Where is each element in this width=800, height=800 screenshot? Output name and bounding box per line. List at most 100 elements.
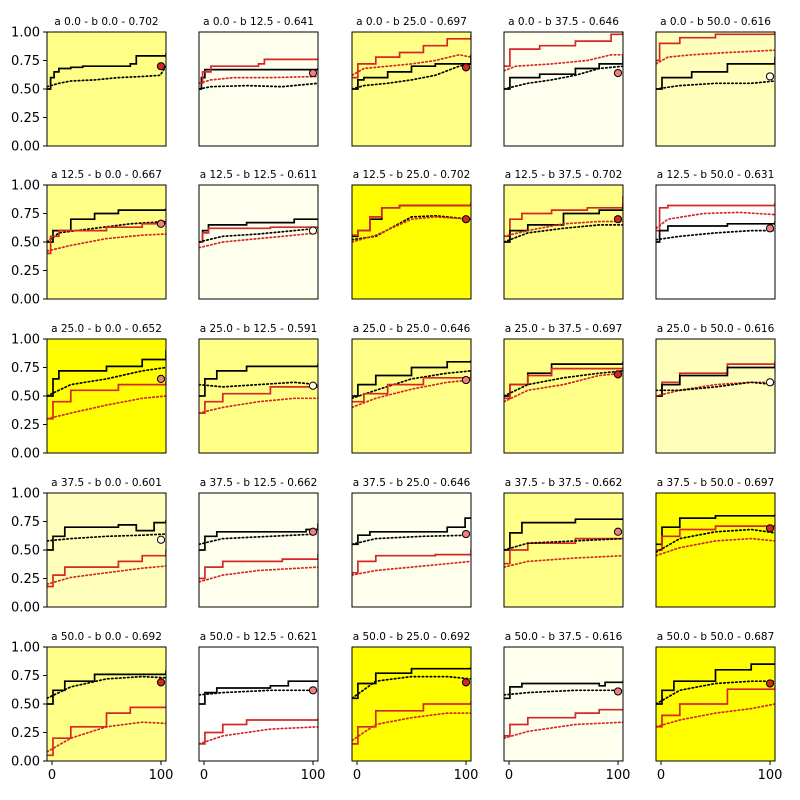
- plot-frame: [655, 184, 776, 300]
- y-tick-label: 1.00: [11, 26, 40, 41]
- series-line-dotted: [47, 65, 166, 88]
- series-line-dotted: [352, 675, 471, 700]
- subplot-title: a 37.5 - b 50.0 - 0.697: [657, 477, 775, 489]
- x-tick-label: 100: [301, 768, 326, 783]
- plot-background: [656, 185, 775, 299]
- series-line-solid: [504, 537, 623, 565]
- subplot: a 50.0 - b 50.0 - 0.687 0 100: [655, 631, 782, 783]
- subplot-title: a 25.0 - b 25.0 - 0.646: [353, 323, 471, 335]
- series-line-dotted: [199, 381, 318, 388]
- series-line-solid: [199, 67, 318, 90]
- end-marker: [156, 678, 166, 687]
- subplot: a 0.0 - b 50.0 - 0.616: [655, 16, 776, 147]
- subplot-title: a 12.5 - b 12.5 - 0.611: [200, 169, 318, 181]
- subplot-title: a 12.5 - b 37.5 - 0.702: [505, 169, 623, 181]
- plot-frame: [503, 646, 624, 762]
- series-line-dotted: [47, 395, 166, 420]
- series-line-dotted: [352, 712, 471, 742]
- series-line-solid: [352, 372, 471, 403]
- series-line-solid: [47, 52, 166, 90]
- subplot-title: a 50.0 - b 50.0 - 0.687: [657, 631, 775, 643]
- plot-background: [199, 339, 318, 453]
- series-line-solid: [504, 366, 623, 400]
- subplot-title: a 0.0 - b 37.5 - 0.646: [508, 16, 619, 28]
- subplot-title: a 37.5 - b 12.5 - 0.662: [200, 477, 318, 489]
- y-tick-label: 0.25: [11, 572, 40, 587]
- y-tick-label: 0.50: [11, 236, 40, 251]
- series-line-dotted: [656, 80, 775, 90]
- y-tick-label: 0.25: [11, 111, 40, 126]
- y-tick-label: 0.75: [11, 515, 40, 530]
- series-line-dotted: [199, 566, 318, 583]
- series-line-solid: [656, 663, 775, 705]
- series-line-dotted: [199, 689, 318, 696]
- series-line-solid: [352, 549, 471, 574]
- y-tick-label: 1.00: [11, 487, 40, 502]
- subplot: a 12.5 - b 50.0 - 0.631: [655, 169, 776, 300]
- subplot-title: a 0.0 - b 12.5 - 0.641: [203, 16, 314, 28]
- series-line-solid: [199, 717, 318, 745]
- series-line-dotted: [656, 680, 775, 705]
- x-tick-label: 100: [606, 768, 631, 783]
- subplot: a 0.0 - b 12.5 - 0.641: [198, 16, 319, 147]
- plot-background: [47, 339, 166, 453]
- series-line-dotted: [47, 233, 166, 252]
- series-line-dotted: [199, 232, 318, 249]
- end-marker: [765, 378, 775, 387]
- end-marker: [461, 375, 471, 385]
- x-tick-label: 100: [149, 768, 174, 783]
- plot-frame: [198, 31, 319, 147]
- series-line-dotted: [504, 370, 623, 397]
- subplot: a 37.5 - b 25.0 - 0.646: [351, 477, 472, 608]
- subplot: a 50.0 - b 0.0 - 0.692 0.00 0.25 0.50 0.75 1.…: [11, 631, 173, 783]
- series-line-solid: [47, 519, 166, 551]
- plot-background: [504, 339, 623, 453]
- y-tick-label: 0.25: [11, 418, 40, 433]
- plot-frame: [655, 492, 776, 608]
- subplot-title: a 12.5 - b 0.0 - 0.667: [51, 169, 162, 181]
- series-line-dotted: [656, 381, 775, 397]
- series-line-solid: [199, 363, 318, 397]
- series-line-solid: [352, 202, 471, 237]
- subplot: a 37.5 - b 12.5 - 0.662: [198, 477, 319, 608]
- plot-background: [47, 32, 166, 146]
- series-line-solid: [352, 53, 471, 90]
- plot-frame: [503, 338, 624, 454]
- plot-frame: [655, 31, 776, 147]
- series-line-solid: [504, 31, 623, 68]
- subplot-title: a 25.0 - b 37.5 - 0.697: [505, 323, 623, 335]
- x-tick-label: 100: [454, 768, 479, 783]
- end-marker: [613, 687, 623, 696]
- series-line-dotted: [47, 366, 166, 397]
- series-line-dotted: [352, 379, 471, 409]
- y-tick-label: 0.50: [11, 390, 40, 405]
- end-marker: [461, 678, 471, 687]
- plot-frame: [655, 338, 776, 454]
- end-marker: [156, 219, 166, 228]
- subplot: a 25.0 - b 50.0 - 0.616: [655, 323, 776, 454]
- series-line-dotted: [199, 82, 318, 90]
- series-line-dotted: [47, 721, 166, 753]
- plot-background: [47, 647, 166, 761]
- y-tick-label: 0.25: [11, 726, 40, 741]
- series-line-solid: [504, 55, 623, 90]
- series-line-solid: [352, 517, 471, 546]
- subplot: a 25.0 - b 12.5 - 0.591: [198, 323, 319, 454]
- y-tick-label: 1.00: [11, 641, 40, 656]
- series-line-solid: [47, 670, 166, 705]
- series-line-dotted: [352, 560, 471, 576]
- series-line-dotted: [199, 725, 318, 745]
- series-line-solid: [504, 195, 623, 238]
- series-line-solid: [352, 34, 471, 79]
- x-tick-label: 0: [657, 768, 665, 783]
- plot-background: [504, 647, 623, 761]
- subplot: a 12.5 - b 12.5 - 0.611: [198, 169, 319, 300]
- series-line-dotted: [504, 220, 623, 238]
- subplot: a 0.0 - b 37.5 - 0.646: [503, 16, 624, 147]
- end-marker: [308, 527, 318, 536]
- subplot: a 50.0 - b 25.0 - 0.692 0 100: [351, 631, 479, 783]
- plot-background: [199, 185, 318, 299]
- subplot: a 12.5 - b 0.0 - 0.667 0.00 0.25 0.50 0.75 1.…: [11, 169, 167, 308]
- series-line-dotted: [656, 528, 775, 554]
- series-line-solid: [199, 680, 318, 705]
